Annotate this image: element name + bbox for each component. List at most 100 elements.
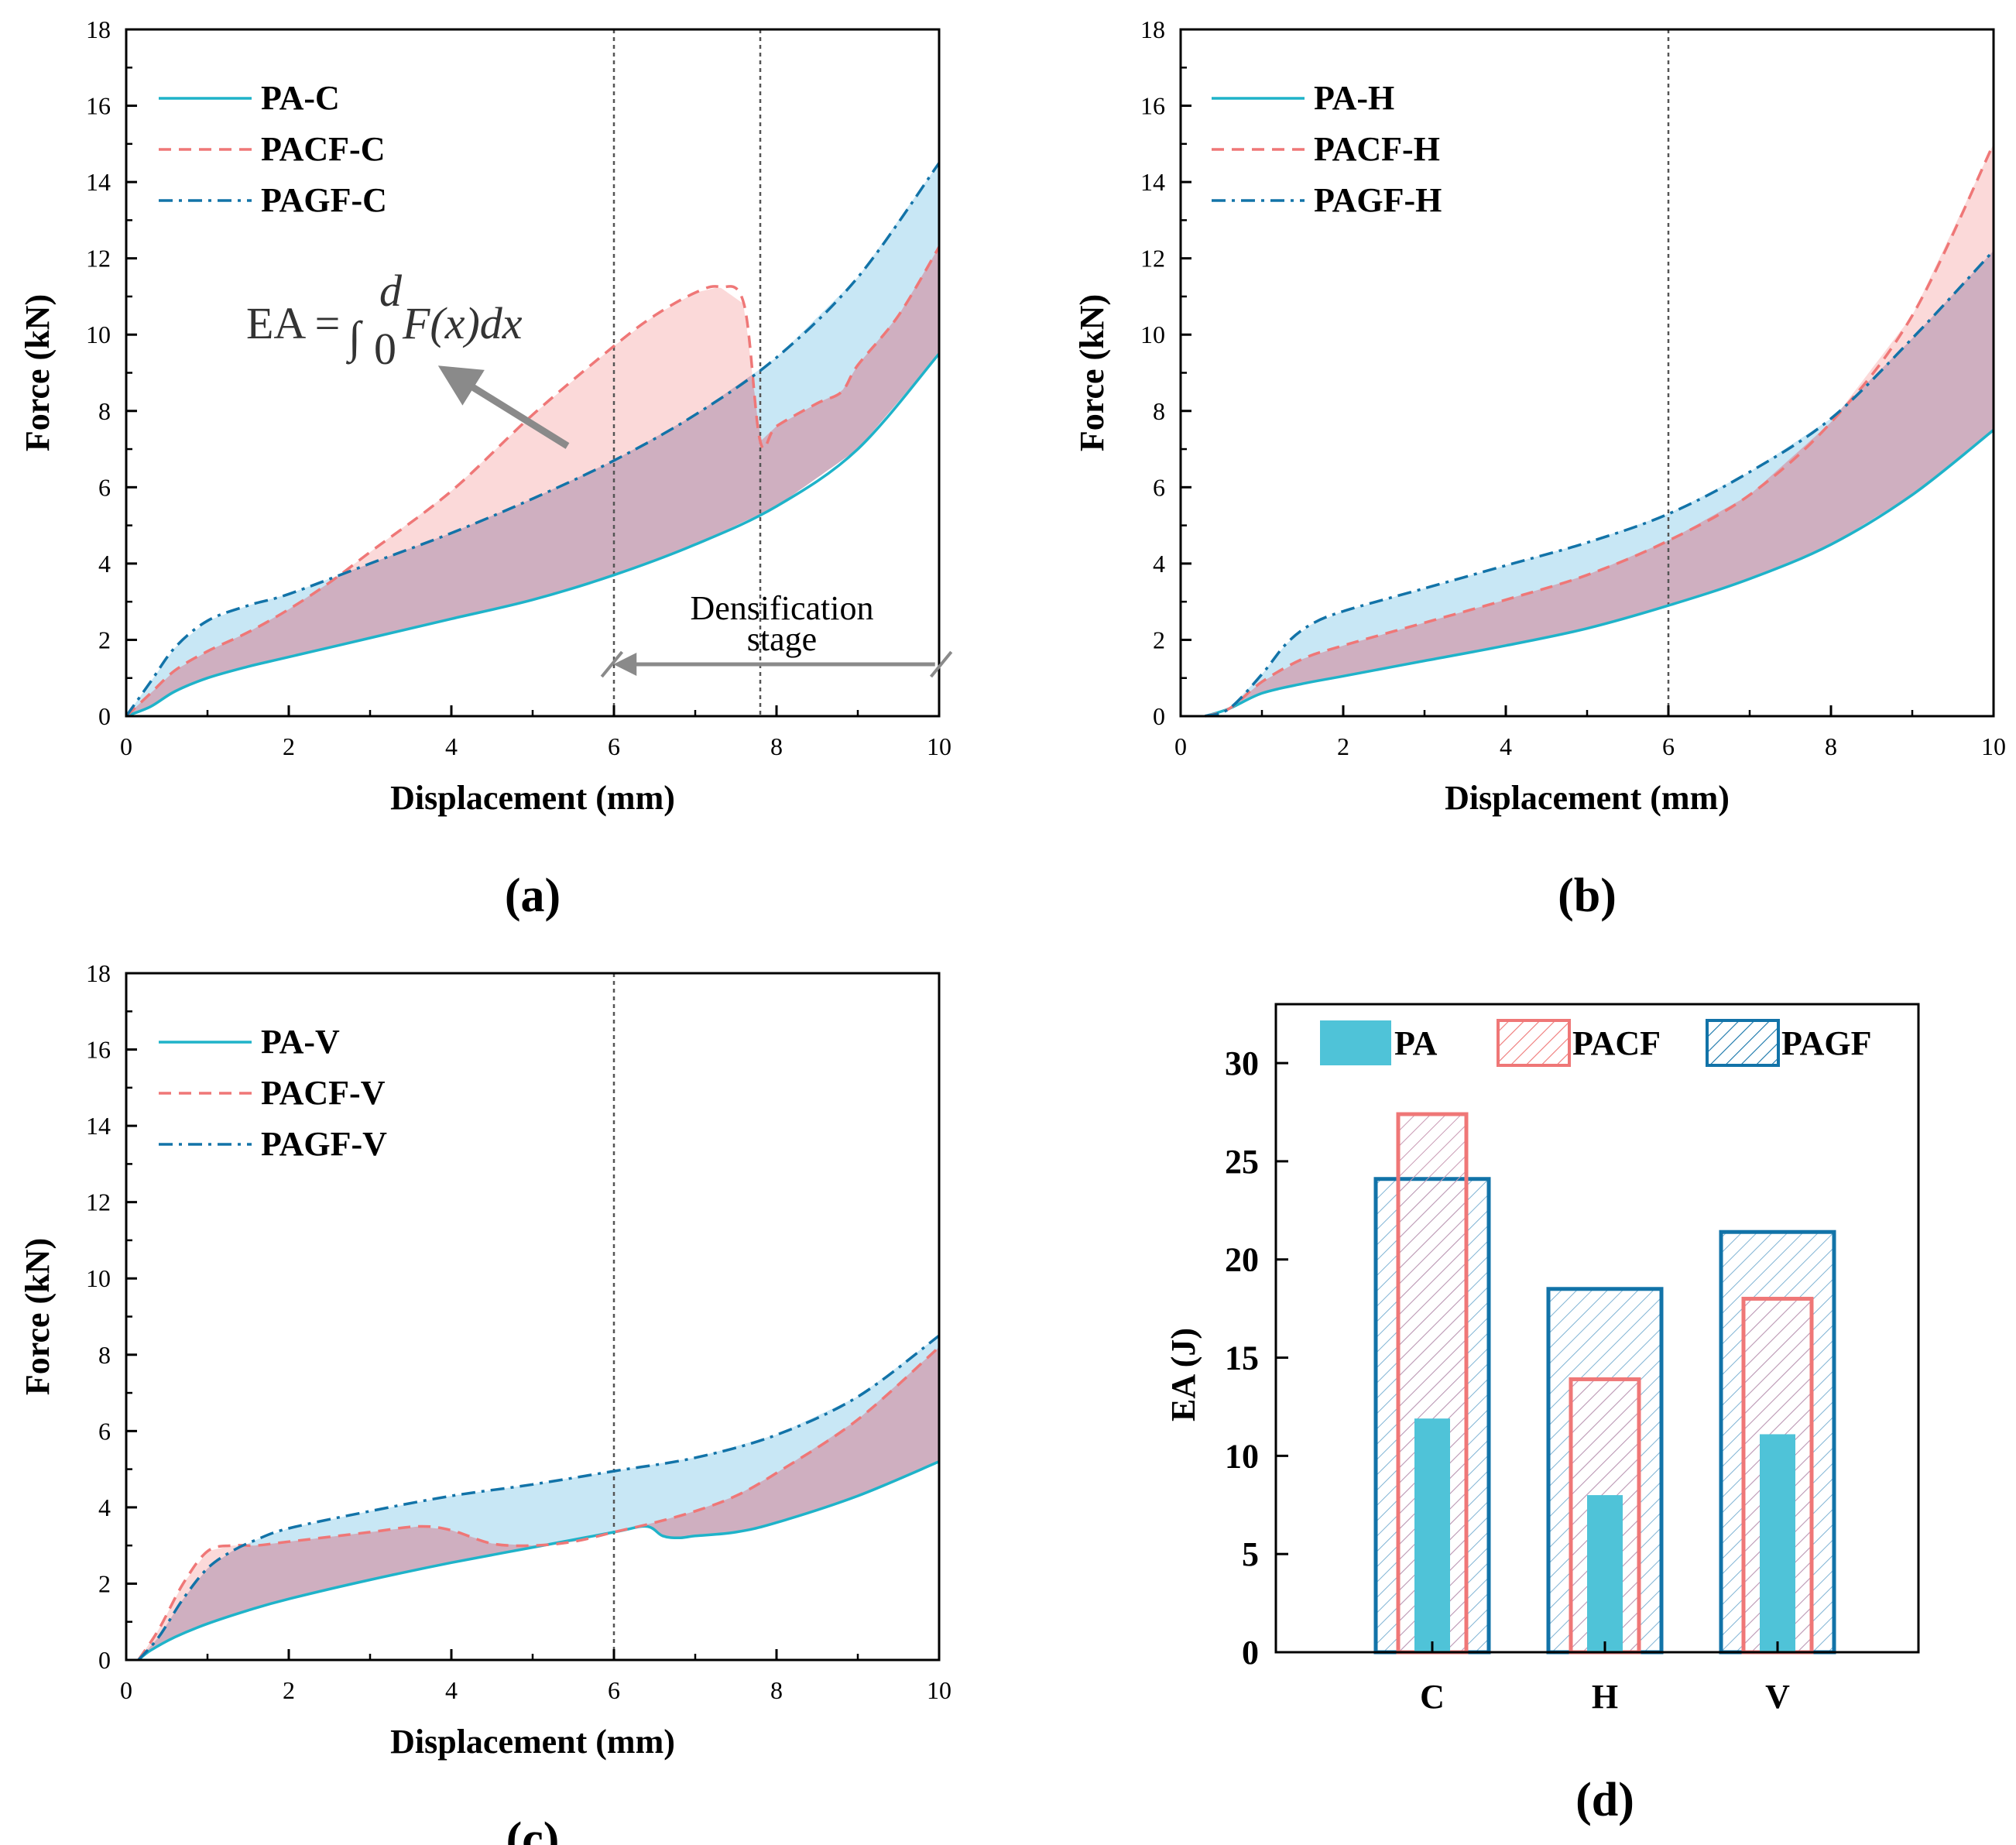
panel-label: (b) <box>1558 869 1617 922</box>
legend-label-pacf-h: PACF-H <box>1314 130 1440 168</box>
y-tick-label: 16 <box>86 1036 111 1064</box>
y-tick-label: 8 <box>98 397 111 425</box>
x-tick-label: 6 <box>1662 732 1675 760</box>
chart-panel-d: C H V 0 5 10 15 20 25 30 EA (J) PA PACF PAGF (d) <box>1164 1003 1920 1826</box>
legend-swatch-pagf <box>1706 1019 1780 1067</box>
panel-label: (a) <box>505 869 561 922</box>
y-axis-label: Force (kN) <box>1073 294 1111 451</box>
legend-label-pacf-c: PACF-C <box>261 130 385 168</box>
y-tick-label: 8 <box>98 1341 111 1369</box>
x-tick-label: 2 <box>283 1676 295 1704</box>
series-line-pacf-h <box>1204 143 1995 718</box>
x-tick-label: 2 <box>1337 732 1349 760</box>
legend-label-pa: PA <box>1394 1024 1438 1062</box>
legend-label-pa-v: PA-V <box>261 1023 340 1061</box>
y-tick-label: 30 <box>1225 1044 1259 1082</box>
y-tick-label: 5 <box>1242 1535 1259 1573</box>
y-tick-label: 14 <box>1140 168 1165 196</box>
legend-label-pagf-c: PAGF-C <box>261 181 387 219</box>
densification-break-right <box>929 650 953 678</box>
plot-frame <box>1274 1003 1920 1654</box>
y-tick-label: 10 <box>86 1264 111 1292</box>
y-tick-label: 2 <box>98 1569 111 1597</box>
series-line-pacf-v <box>137 1346 941 1661</box>
y-tick-label: 16 <box>1140 92 1165 120</box>
x-tick-label: 10 <box>927 732 951 760</box>
legend-swatch-pa <box>1320 1020 1391 1065</box>
y-tick-label: 20 <box>1225 1241 1259 1279</box>
y-tick-label: 2 <box>98 626 111 653</box>
y-tick-label: 12 <box>86 245 111 273</box>
legend-label-pacf: PACF <box>1572 1024 1661 1062</box>
fill-region-overlap <box>1205 250 1994 716</box>
x-tick-label: 10 <box>927 1676 951 1704</box>
panel-label: (d) <box>1575 1774 1634 1826</box>
formula-upper-limit: d <box>379 266 403 316</box>
bar-pa-c <box>1414 1418 1450 1652</box>
y-tick-label: 10 <box>1140 321 1165 348</box>
formula-lower-limit: 0 <box>374 324 396 374</box>
chart-panel-a: 0 2 4 6 8 10 0 2 4 6 8 10 12 14 16 18 Displacement (mm) F… <box>19 15 953 922</box>
fill-region-pa-pagf <box>1205 250 1994 716</box>
y-axis-label: EA (J) <box>1164 1328 1202 1421</box>
x-tick-label: 4 <box>445 1676 458 1704</box>
x-tick-label: 2 <box>283 732 295 760</box>
y-axis-label: Force (kN) <box>19 1238 57 1395</box>
x-tick-label: 0 <box>120 1676 132 1704</box>
y-axis-label: Force (kN) <box>19 294 57 451</box>
bar-pa-h <box>1587 1495 1623 1652</box>
y-tick-label: 14 <box>86 1112 111 1140</box>
formula-body: F(x)dx <box>402 298 523 348</box>
legend-label-pa-h: PA-H <box>1314 79 1394 117</box>
x-axis-label: Displacement (mm) <box>1445 779 1730 817</box>
series-line-pacf-c <box>125 246 941 718</box>
chart-panel-b: 0 2 4 6 8 10 0 2 4 6 8 10 12 14 16 18 Displacement (mm) F… <box>1073 15 2006 922</box>
y-tick-label: 4 <box>98 550 111 578</box>
series-line-pagf-v <box>137 1334 941 1662</box>
y-tick-label: 10 <box>1225 1437 1259 1475</box>
y-tick-label: 18 <box>86 15 111 43</box>
y-tick-label: 8 <box>1153 397 1165 425</box>
panel-label: (c) <box>506 1813 560 1845</box>
y-tick-label: 10 <box>86 321 111 348</box>
x-axis-label: Displacement (mm) <box>390 1723 675 1761</box>
y-tick-label: 25 <box>1225 1143 1259 1181</box>
series-line-pa-v <box>137 1460 940 1662</box>
fill-region-overlap <box>126 246 939 716</box>
legend-swatch-pacf <box>1497 1019 1571 1067</box>
formula-lhs: EA = <box>246 298 340 348</box>
y-tick-label: 0 <box>98 702 111 730</box>
y-tick-label: 2 <box>1153 626 1165 653</box>
y-tick-label: 6 <box>98 473 111 501</box>
y-tick-label: 4 <box>1153 550 1165 578</box>
y-tick-label: 15 <box>1225 1339 1259 1377</box>
x-tick-label: 8 <box>1825 732 1837 760</box>
x-tick-label: 4 <box>1500 732 1512 760</box>
chart-panel-c: 0 2 4 6 8 10 0 2 4 6 8 10 12 14 16 18 Displacement (mm) F… <box>19 959 951 1845</box>
legend-label-pagf: PAGF <box>1781 1024 1872 1062</box>
x-tick-label: 4 <box>445 732 458 760</box>
y-tick-label: 14 <box>86 168 111 196</box>
x-tick-label: 8 <box>770 1676 783 1704</box>
y-tick-label: 18 <box>1140 15 1165 43</box>
y-tick-label: 18 <box>86 959 111 987</box>
y-tick-label: 16 <box>86 92 111 120</box>
x-tick-label: 8 <box>770 732 783 760</box>
fill-region-overlap <box>138 1346 939 1660</box>
category-label: C <box>1420 1678 1445 1716</box>
x-tick-label: 0 <box>1174 732 1187 760</box>
densification-break-left <box>600 650 624 678</box>
bar-pa-v <box>1760 1434 1795 1652</box>
annotation-densification: Densification <box>690 589 873 627</box>
x-tick-label: 0 <box>120 732 132 760</box>
series-line-pa-h <box>1204 429 1995 718</box>
legend-label-pagf-h: PAGF-H <box>1314 181 1442 219</box>
legend-label-pa-c: PA-C <box>261 79 340 117</box>
y-tick-label: 6 <box>1153 473 1165 501</box>
y-tick-label: 0 <box>98 1646 111 1674</box>
y-tick-label: 6 <box>98 1417 111 1445</box>
annotation-stage: stage <box>747 620 817 658</box>
legend-label-pagf-v: PAGF-V <box>261 1125 387 1163</box>
y-tick-label: 12 <box>1140 245 1165 273</box>
